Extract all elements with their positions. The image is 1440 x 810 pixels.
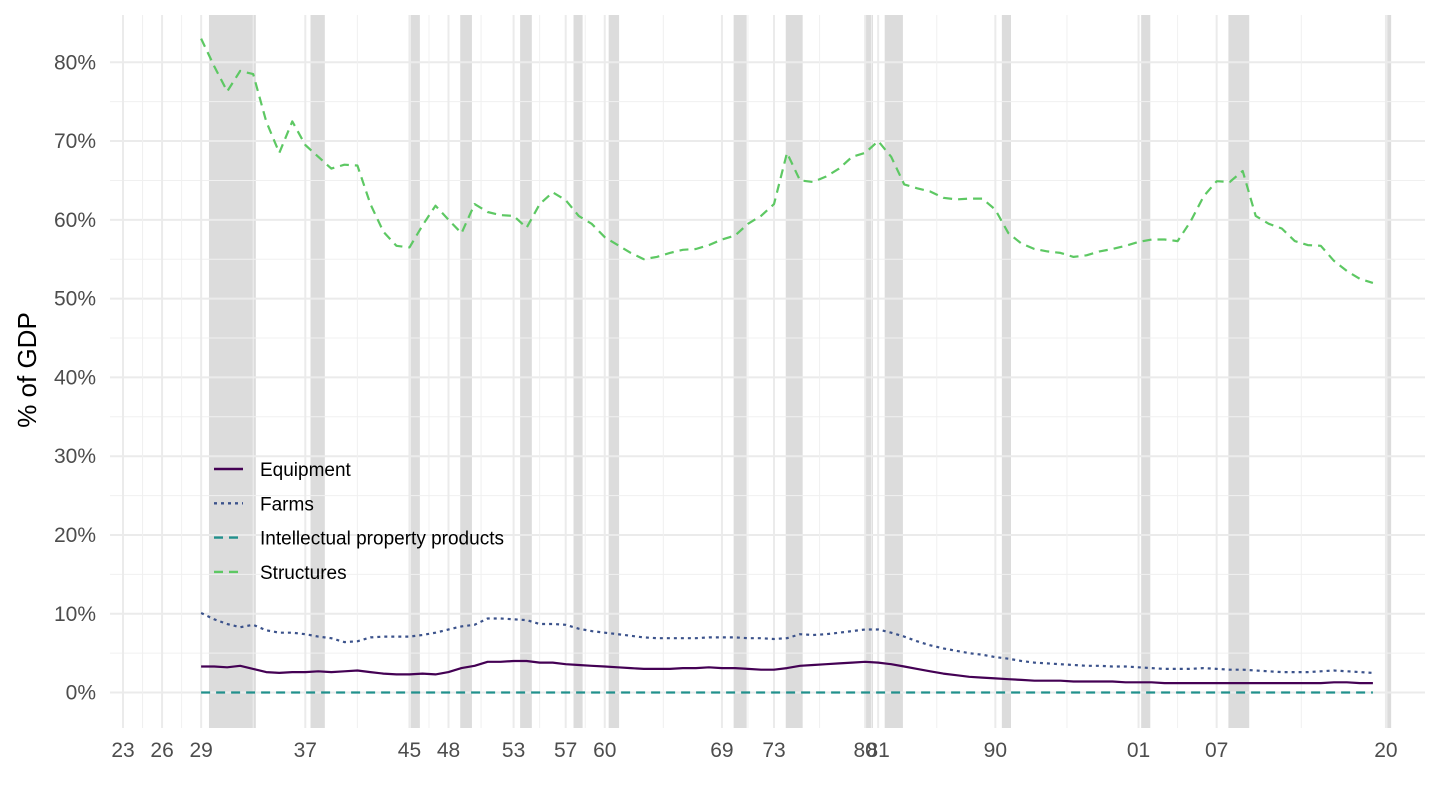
legend: Equipment Farms Intellectual property prod… [214, 460, 504, 584]
x-tick-label: 01 [1127, 739, 1150, 762]
x-tick-label: 29 [189, 739, 212, 762]
legend-label: Intellectual property products [260, 529, 504, 550]
series-line-structures [200, 38, 1374, 284]
recession-band [884, 15, 903, 728]
y-tick-label: 20% [54, 524, 96, 547]
x-tick-label: 37 [294, 739, 317, 762]
legend-label: Farms [260, 494, 314, 515]
x-tick-label: 23 [111, 739, 134, 762]
series-line-farms [200, 612, 1373, 674]
recession-band [410, 15, 420, 728]
x-tick-label: 73 [762, 739, 785, 762]
y-tick-label: 70% [54, 130, 96, 153]
x-tick-label: 81 [866, 739, 889, 762]
recession-band [310, 15, 325, 728]
recession-band [608, 15, 620, 728]
recession-band [460, 15, 472, 728]
x-tick-label: 57 [554, 739, 577, 762]
recession-band [865, 15, 873, 728]
legend-label: Equipment [260, 460, 352, 481]
x-tick-label: 26 [150, 739, 173, 762]
recession-bands [208, 15, 1392, 728]
x-tick-label: 69 [710, 739, 733, 762]
x-tick-label: 60 [593, 739, 616, 762]
y-tick-label: 60% [54, 209, 96, 232]
y-tick-label: 50% [54, 288, 96, 311]
x-tick-label: 20 [1374, 739, 1397, 762]
recession-band [1387, 15, 1392, 728]
series-lines [200, 38, 1374, 694]
y-axis-label: % of GDP [12, 312, 42, 428]
recession-band [573, 15, 583, 728]
recession-band [785, 15, 803, 728]
y-tick-label: 30% [54, 445, 96, 468]
recession-band [1001, 15, 1011, 728]
y-tick-label: 40% [54, 366, 96, 389]
recession-band [520, 15, 532, 728]
x-tick-label: 80 [853, 739, 876, 762]
x-tick-label: 48 [437, 739, 460, 762]
recession-band [208, 15, 256, 728]
y-axis-ticks: 0% 10% 20% 30% 40% 50% 60% 70% 80% [54, 51, 96, 704]
x-tick-label: 53 [502, 739, 525, 762]
y-tick-label: 80% [54, 51, 96, 74]
recession-band [1228, 15, 1250, 728]
y-tick-label: 10% [54, 603, 96, 626]
x-tick-label: 90 [984, 739, 1007, 762]
grid-lines [110, 15, 1425, 728]
x-tick-label: 07 [1205, 739, 1228, 762]
series-line-equipment [201, 659, 1373, 685]
recession-band [733, 15, 747, 728]
x-tick-label: 45 [398, 739, 421, 762]
y-tick-label: 0% [66, 682, 96, 705]
recession-band [1141, 15, 1151, 728]
legend-label: Structures [260, 563, 347, 584]
